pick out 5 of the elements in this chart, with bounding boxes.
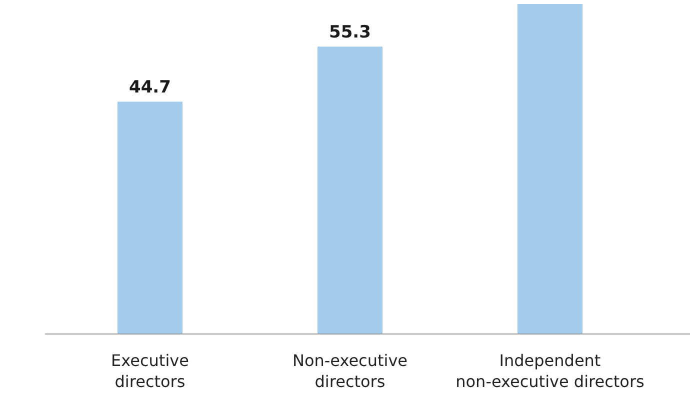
- x-tick-label: Non-executive directors: [292, 351, 408, 391]
- data-label: 55.3: [329, 22, 371, 43]
- x-tick-label: Independent non-executive directors: [456, 351, 644, 391]
- x-tick-label: Executive directors: [111, 351, 189, 391]
- data-label: 44.7: [129, 78, 171, 98]
